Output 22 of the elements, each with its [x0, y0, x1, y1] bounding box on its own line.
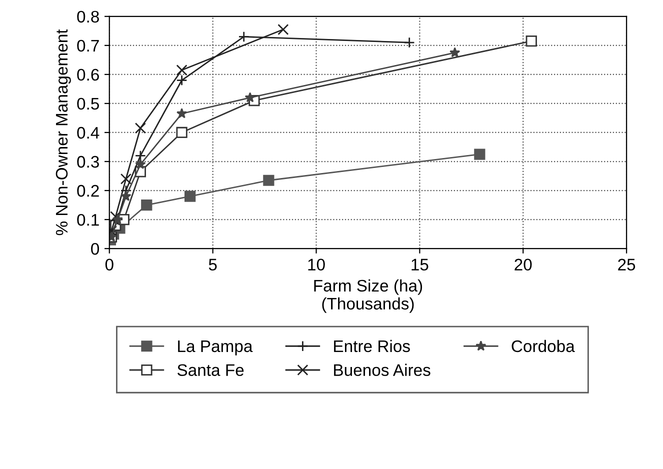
- legend-label: Cordoba: [512, 340, 575, 352]
- x-tick-label: 10: [308, 258, 325, 271]
- legend-label: Entre Rios: [334, 340, 410, 352]
- x-tick-label: 0: [105, 258, 114, 271]
- x-tick-label: 25: [618, 258, 636, 271]
- y-axis-title: % Non-Owner Management: [56, 29, 71, 236]
- y-tick-label: 0.4: [77, 126, 100, 139]
- y-tick-label: 0.8: [77, 10, 99, 23]
- y-tick-label: 0.1: [77, 214, 99, 226]
- y-tick-label: 0.2: [77, 184, 99, 197]
- legend-label: La Pampa: [178, 340, 253, 356]
- y-tick-label: 0.7: [77, 40, 99, 52]
- y-tick-label: 0.6: [77, 68, 99, 81]
- y-tick-label: 0: [91, 242, 100, 255]
- x-tick-label: 15: [412, 258, 428, 271]
- legend-label: Buenos Aires: [334, 364, 430, 376]
- x-tick-label: 5: [208, 258, 217, 271]
- y-tick-label: 0.3: [77, 156, 99, 168]
- x-tick-label: 20: [514, 258, 532, 271]
- x-axis-title: Farm Size (ha) (Thousands): [314, 279, 422, 313]
- legend-label: Santa Fe: [177, 364, 244, 376]
- y-tick-label: 0.5: [77, 98, 99, 110]
